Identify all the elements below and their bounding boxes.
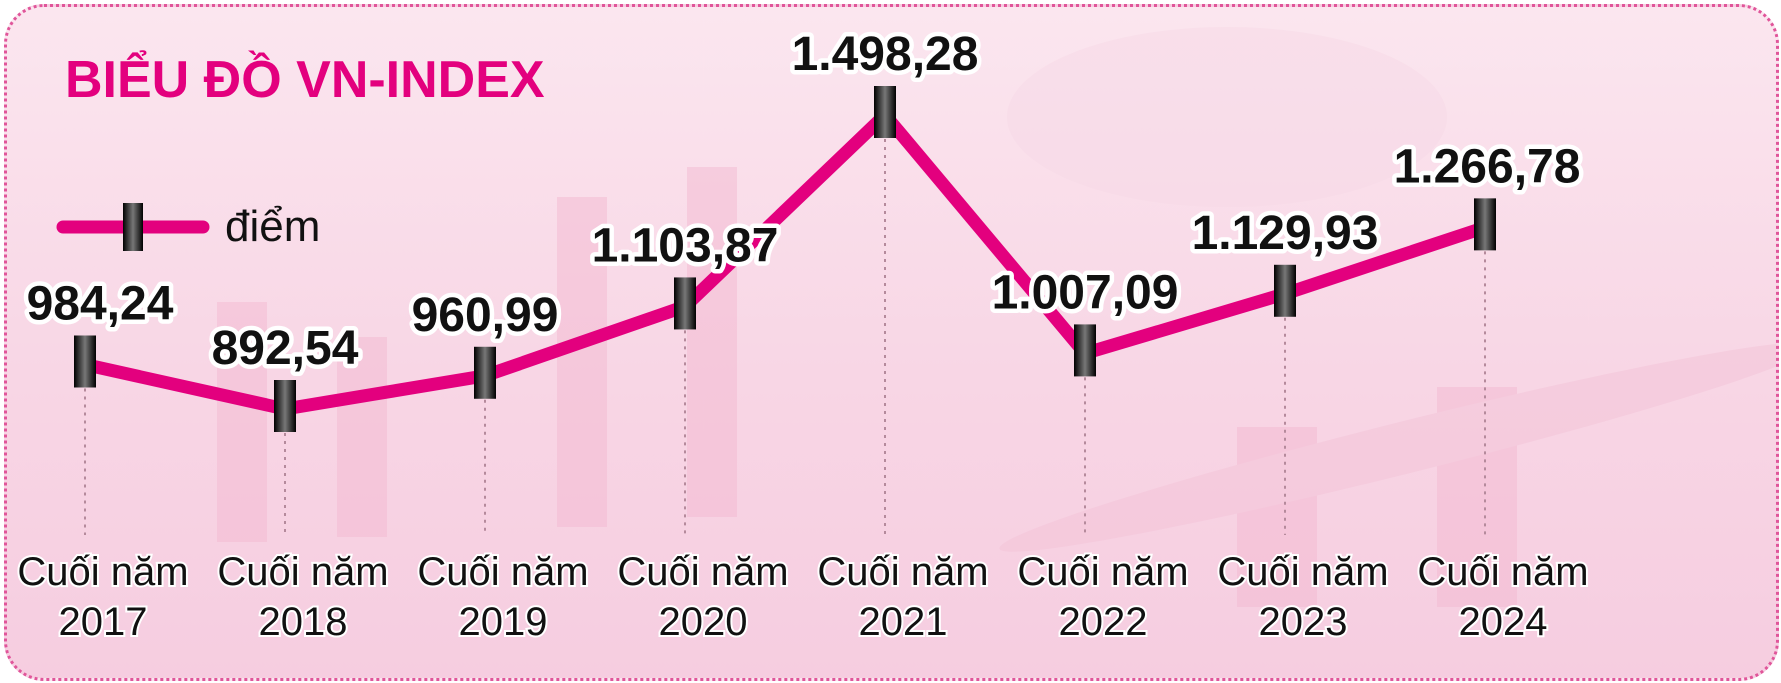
data-point-marker [474, 346, 496, 399]
data-point-marker [274, 380, 296, 432]
data-point-marker [1474, 198, 1496, 251]
x-tick-label-year: 2017 [59, 600, 148, 644]
data-label: 1.266,78 [1394, 140, 1581, 193]
x-tick-label: Cuối năm [417, 550, 588, 594]
guide-lines [84, 115, 1486, 535]
chart-frame: BIỂU ĐỒ VN-INDEX điểm 984,24 892,54 960,99… [4, 4, 1779, 681]
x-tick-label-year: 2021 [859, 600, 948, 644]
x-tick-label-year: 2022 [1059, 600, 1148, 644]
data-label: 960,99 [412, 289, 559, 342]
data-label: 1.129,93 [1192, 207, 1379, 260]
data-label: 1.103,87 [592, 219, 779, 272]
x-tick-label: Cuối năm [617, 550, 788, 594]
x-tick-label-year: 2019 [459, 600, 548, 644]
x-tick-label-year: 2024 [1459, 600, 1548, 644]
x-tick-label-year: 2018 [259, 600, 348, 644]
x-tick-label: Cuối năm [1017, 550, 1188, 594]
x-tick-label: Cuối năm [1417, 550, 1588, 594]
data-point-marker [1074, 324, 1096, 377]
background-decoration [217, 27, 1776, 607]
x-tick-label: Cuối năm [217, 550, 388, 594]
value-labels: 984,24 892,54 960,99 1.103,87 1.498,28 1.007,… [22, 24, 1585, 380]
chart-svg: BIỂU ĐỒ VN-INDEX điểm 984,24 892,54 960,99… [15, 24, 1776, 646]
data-label: 984,24 [27, 277, 174, 330]
x-tick-label-year: 2020 [659, 600, 748, 644]
point-markers [74, 86, 1496, 432]
x-tick-label-year: 2023 [1259, 600, 1348, 644]
data-point-marker [1274, 264, 1296, 317]
data-point-marker [674, 277, 696, 330]
data-point-marker [74, 335, 96, 388]
data-label: 1.498,28 [792, 28, 979, 81]
x-tick-label: Cuối năm [17, 550, 188, 594]
x-tick-label: Cuối năm [1217, 550, 1388, 594]
legend-label: điểm [225, 202, 320, 251]
chart-title: BIỂU ĐỒ VN-INDEX [65, 50, 545, 109]
series-line [78, 108, 1492, 416]
legend-marker-icon [123, 203, 143, 251]
data-label: 892,54 [212, 322, 359, 375]
data-label: 1.007,09 [992, 266, 1179, 319]
x-tick-label: Cuối năm [817, 550, 988, 594]
data-point-marker [874, 86, 896, 138]
legend: điểm [56, 202, 320, 251]
series-line-group [78, 108, 1492, 416]
category-labels: Cuối năm 2017 Cuối năm 2018 Cuối năm 2019 Cuối… [15, 548, 1590, 646]
